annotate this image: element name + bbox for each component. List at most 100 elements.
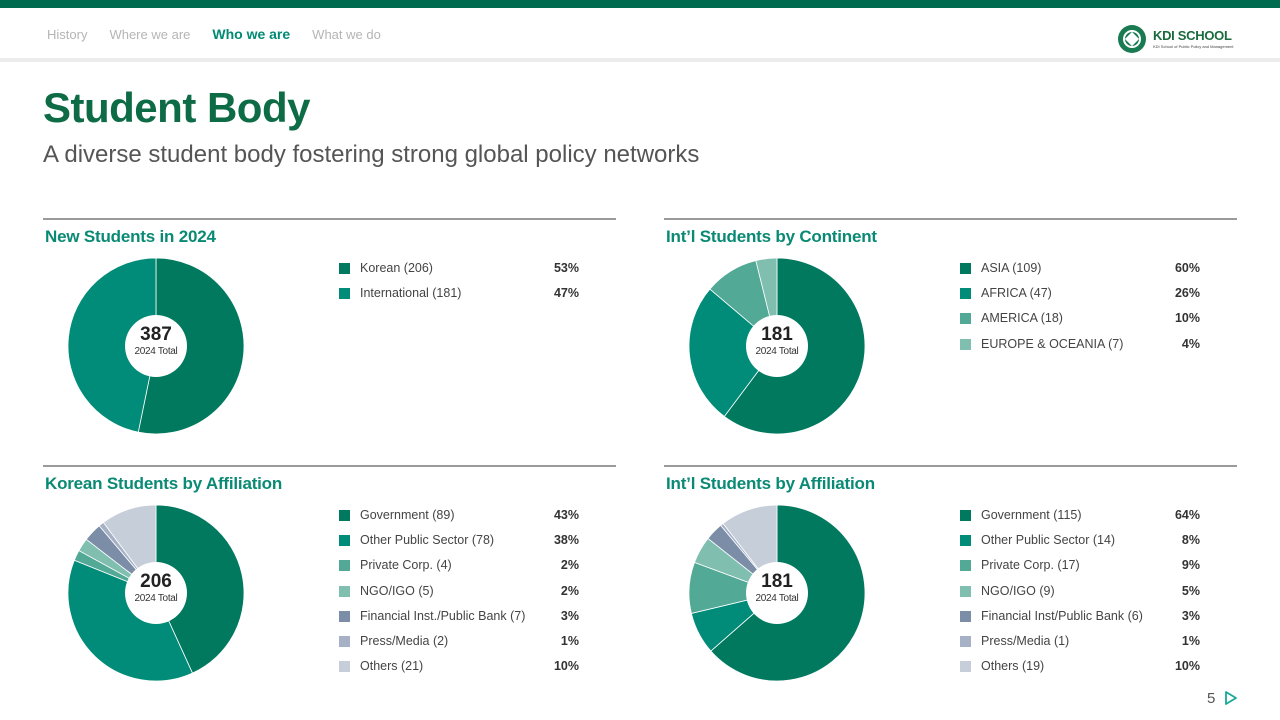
pie-slice-1: [68, 258, 157, 433]
legend-label: Press/Media (2): [360, 633, 449, 648]
total-label: 2024 Total: [755, 346, 799, 357]
legend-item: Press/Media (1) 1%: [960, 634, 1200, 659]
legend-swatch: [339, 661, 350, 673]
legend-percent: 2%: [560, 558, 579, 573]
legend-label: NGO/IGO (5): [360, 583, 434, 598]
nav-item-who-we-are[interactable]: Who we are: [212, 26, 291, 42]
legend-item: International (181) 47%: [339, 286, 579, 311]
total-value: 181: [761, 571, 793, 592]
panel-korean-by-affiliation: Korean Students by Affiliation 206 2024 …: [43, 465, 616, 690]
legend-label: International (181): [360, 286, 462, 301]
legend-swatch: [339, 263, 350, 274]
legend-label: Others (21): [360, 659, 424, 674]
legend-percent: 3%: [1181, 608, 1200, 623]
legend-label: ASIA (109): [981, 261, 1042, 275]
pie-slice-1: [689, 288, 778, 418]
legend-swatch: [960, 560, 971, 572]
legend-label: AFRICA (47): [981, 286, 1052, 301]
legend-label: Financial Inst/Public Bank (6): [981, 608, 1143, 623]
legend-percent: 3%: [560, 608, 579, 623]
legend-label: Other Public Sector (78): [360, 533, 495, 548]
legend-swatch: [960, 535, 971, 547]
legend-label: Financial Inst./Public Bank (7): [360, 608, 526, 623]
page-number: 5: [1207, 690, 1216, 707]
logo-emblem-icon: [1118, 25, 1146, 53]
top-accent-bar: [0, 0, 1280, 8]
panel-divider: [43, 218, 616, 220]
legend-item: Government (115) 64%: [960, 508, 1200, 533]
legend-label: AMERICA (18): [981, 311, 1063, 326]
legend-percent: 38%: [553, 533, 579, 548]
legend-item: Press/Media (2) 1%: [339, 634, 579, 659]
legend-label: Press/Media (1): [981, 633, 1070, 648]
legend-swatch: [960, 635, 971, 647]
legend: ASIA (109) 60% AFRICA (47) 26% AMERICA (18) 1…: [960, 261, 1200, 362]
legend: Government (115) 64% Other Public Sector (…: [960, 508, 1200, 684]
panel-divider: [664, 465, 1237, 467]
kdi-school-logo[interactable]: KDI SCHOOL KDI School of Public Policy a…: [1118, 25, 1238, 57]
legend-percent: 9%: [1181, 558, 1200, 573]
legend-percent: 10%: [553, 659, 579, 674]
pie-slice-0: [155, 505, 244, 674]
nav-item-what-we-do[interactable]: What we do: [312, 27, 381, 42]
legend: Government (89) 43% Other Public Sector (7…: [339, 508, 579, 684]
legend-percent: 4%: [1181, 336, 1200, 351]
legend-item: Korean (206) 53%: [339, 261, 579, 286]
panel-title: Int’l Students by Affiliation: [666, 474, 875, 493]
pie-slice-0: [137, 258, 244, 434]
legend-item: NGO/IGO (5) 2%: [339, 584, 579, 609]
donut-center: 181 2024 Total: [746, 562, 808, 624]
legend-item: Financial Inst/Public Bank (6) 3%: [960, 609, 1200, 634]
legend-swatch: [339, 610, 350, 622]
legend-item: Others (19) 10%: [960, 659, 1200, 684]
legend-percent: 1%: [560, 633, 579, 648]
legend-swatch: [960, 661, 971, 673]
legend-label: Private Corp. (4): [360, 558, 452, 573]
total-label: 2024 Total: [134, 346, 178, 357]
page-subtitle: A diverse student body fostering strong …: [43, 141, 700, 168]
legend-percent: 43%: [553, 508, 579, 522]
legend-item: EUROPE & OCEANIA (7) 4%: [960, 337, 1200, 362]
legend-percent: 10%: [1174, 311, 1200, 326]
legend-item: NGO/IGO (9) 5%: [960, 584, 1200, 609]
next-arrow-icon[interactable]: [1223, 690, 1239, 706]
panel-divider: [664, 218, 1237, 220]
donut-center: 387 2024 Total: [125, 315, 187, 377]
legend-label: Government (115): [981, 508, 1082, 522]
logo-text: KDI SCHOOL: [1153, 28, 1232, 43]
legend-item: Other Public Sector (14) 8%: [960, 533, 1200, 558]
legend-swatch: [960, 585, 971, 597]
nav-item-where-we-are[interactable]: Where we are: [109, 27, 191, 42]
panel-intl-by-affiliation: Int’l Students by Affiliation 181 2024 T…: [664, 465, 1237, 690]
legend-swatch: [339, 288, 350, 300]
legend-item: Private Corp. (4) 2%: [339, 558, 579, 583]
legend-label: Other Public Sector (14): [981, 533, 1116, 548]
legend-label: Private Corp. (17): [981, 558, 1080, 573]
donut-chart: [68, 258, 244, 434]
legend-swatch: [339, 585, 350, 597]
legend-percent: 10%: [1174, 659, 1200, 674]
legend-percent: 53%: [553, 261, 579, 275]
panel-new-students: New Students in 2024 387 2024 Total Kore…: [43, 218, 616, 443]
nav-item-history[interactable]: History: [47, 27, 88, 42]
nav-menu: History Where we are Who we are What we …: [47, 26, 403, 42]
legend-item: Others (21) 10%: [339, 659, 579, 684]
legend-percent: 26%: [1174, 286, 1200, 301]
legend-item: Government (89) 43%: [339, 508, 579, 533]
panel-intl-by-continent: Int’l Students by Continent 181 2024 Tot…: [664, 218, 1237, 443]
total-value: 206: [140, 571, 172, 592]
legend-label: Korean (206): [360, 261, 433, 275]
legend-percent: 2%: [560, 583, 579, 598]
donut-center: 206 2024 Total: [125, 562, 187, 624]
top-navigation: History Where we are Who we are What we …: [0, 8, 1280, 62]
legend-swatch: [960, 338, 971, 350]
panel-title: Int’l Students by Continent: [666, 227, 877, 246]
legend-swatch: [339, 510, 350, 521]
total-value: 181: [761, 324, 793, 345]
donut-center: 181 2024 Total: [746, 315, 808, 377]
legend-label: Government (89): [360, 508, 455, 522]
legend-swatch: [339, 560, 350, 572]
legend-percent: 47%: [553, 286, 579, 301]
pie-slice-1: [68, 559, 193, 681]
legend-label: Others (19): [981, 659, 1045, 674]
